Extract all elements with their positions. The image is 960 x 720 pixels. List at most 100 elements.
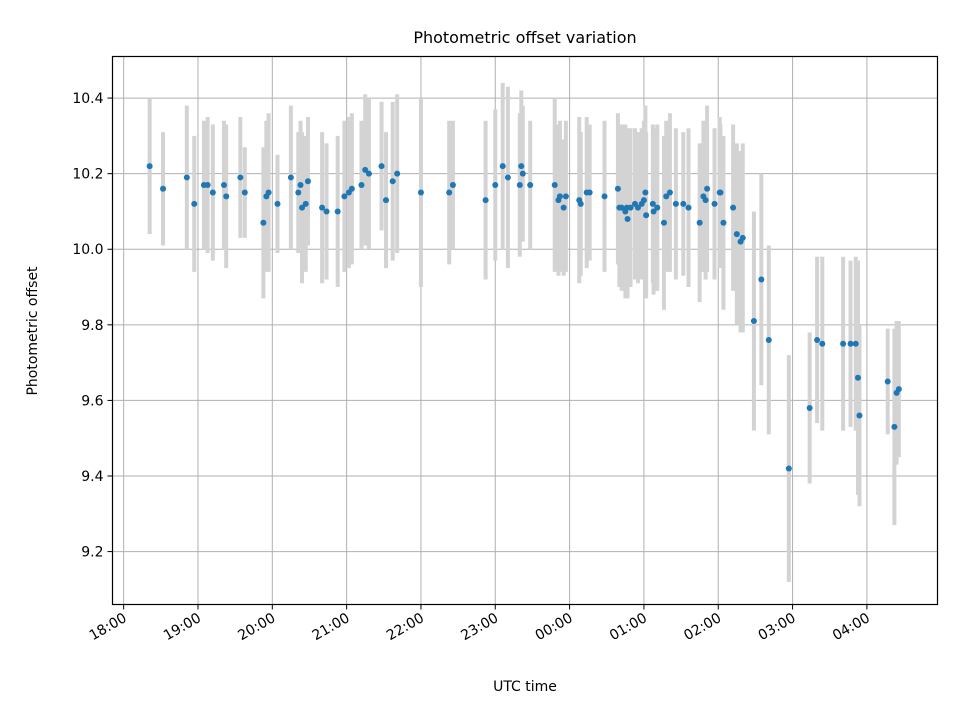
grid-lines — [112, 56, 938, 605]
x-tick-label: 21:00 — [310, 610, 353, 644]
x-tick-label: 01:00 — [607, 610, 650, 644]
plot-frame — [111, 55, 939, 606]
data-point — [560, 204, 567, 211]
data-point — [482, 197, 489, 204]
data-point — [666, 189, 673, 196]
data-point — [806, 404, 813, 411]
data-point — [287, 174, 294, 181]
x-axis: 18:00 19:00 20:00 21:00 22:00 23:00 00:00 01:00… — [87, 604, 873, 644]
data-point — [527, 181, 534, 188]
data-point — [265, 189, 272, 196]
data-point — [643, 212, 650, 219]
data-point — [191, 200, 198, 207]
data-point — [323, 208, 330, 215]
data-point — [685, 204, 692, 211]
data-point — [649, 200, 656, 207]
data-point — [819, 340, 826, 347]
y-tick-label: 10.0 — [72, 242, 103, 258]
data-point — [601, 193, 608, 200]
data-point — [260, 219, 267, 226]
data-point — [895, 386, 902, 393]
data-point — [704, 185, 711, 192]
data-point — [183, 174, 190, 181]
data-point — [446, 189, 453, 196]
data-point — [551, 181, 558, 188]
data-point — [299, 204, 306, 211]
data-point — [341, 193, 348, 200]
data-point — [241, 189, 248, 196]
data-point — [758, 276, 765, 283]
data-point — [362, 166, 369, 173]
data-point — [383, 197, 390, 204]
data-point — [334, 208, 341, 215]
x-tick-label: 23:00 — [458, 610, 501, 644]
y-tick-label: 9.6 — [81, 393, 103, 409]
y-tick-label: 9.4 — [81, 469, 103, 485]
data-point — [160, 185, 167, 192]
data-point — [204, 181, 211, 188]
data-point — [660, 219, 667, 226]
data-point — [516, 181, 523, 188]
data-point — [785, 465, 792, 472]
data-point — [417, 189, 424, 196]
data-point — [577, 200, 584, 207]
y-axis: 9.2 9.4 9.6 9.8 10.0 10.2 10.4 — [72, 91, 113, 561]
data-point — [663, 193, 670, 200]
data-point — [499, 163, 506, 170]
data-point — [449, 181, 456, 188]
data-point — [586, 189, 593, 196]
data-point — [237, 174, 244, 181]
data-point — [492, 181, 499, 188]
x-axis-label: UTC time — [493, 679, 557, 695]
x-tick-label: 00:00 — [533, 610, 576, 644]
data-point — [627, 204, 634, 211]
data-point — [146, 163, 153, 170]
error-bars — [147, 82, 901, 582]
y-tick-label: 10.4 — [72, 91, 103, 107]
data-point — [358, 181, 365, 188]
data-point — [733, 231, 740, 238]
data-point — [297, 181, 304, 188]
data-point — [389, 178, 396, 185]
data-point — [702, 197, 709, 204]
x-tick-label: 20:00 — [235, 610, 278, 644]
x-tick-label: 18:00 — [87, 610, 130, 644]
data-point — [852, 340, 859, 347]
data-point — [680, 200, 687, 207]
data-point — [209, 189, 216, 196]
data-point — [739, 234, 746, 241]
data-point — [618, 204, 625, 211]
data-point — [672, 200, 679, 207]
data-point — [394, 170, 401, 177]
data-point — [720, 219, 727, 226]
data-point — [884, 378, 891, 385]
data-point — [654, 204, 661, 211]
data-point — [304, 178, 311, 185]
data-point — [640, 197, 647, 204]
x-tick-label: 19:00 — [161, 610, 204, 644]
y-tick-label: 10.2 — [72, 167, 103, 183]
data-point — [765, 336, 772, 343]
data-point — [220, 181, 227, 188]
data-point — [302, 200, 309, 207]
data-point — [518, 163, 525, 170]
y-tick-label: 9.2 — [81, 545, 103, 561]
data-point — [223, 193, 230, 200]
data-point — [634, 204, 641, 211]
chart-title: Photometric offset variation — [413, 28, 636, 47]
data-point — [614, 185, 621, 192]
data-point — [556, 193, 563, 200]
x-tick-label: 02:00 — [681, 610, 724, 644]
data-point — [319, 204, 326, 211]
data-point — [750, 318, 757, 325]
x-tick-label: 03:00 — [756, 610, 799, 644]
data-point — [348, 185, 355, 192]
data-point — [378, 163, 385, 170]
data-point — [504, 174, 511, 181]
x-tick-label: 22:00 — [384, 610, 427, 644]
data-point — [854, 374, 861, 381]
data-point — [365, 170, 372, 177]
data-point — [891, 423, 898, 430]
data-point — [717, 189, 724, 196]
